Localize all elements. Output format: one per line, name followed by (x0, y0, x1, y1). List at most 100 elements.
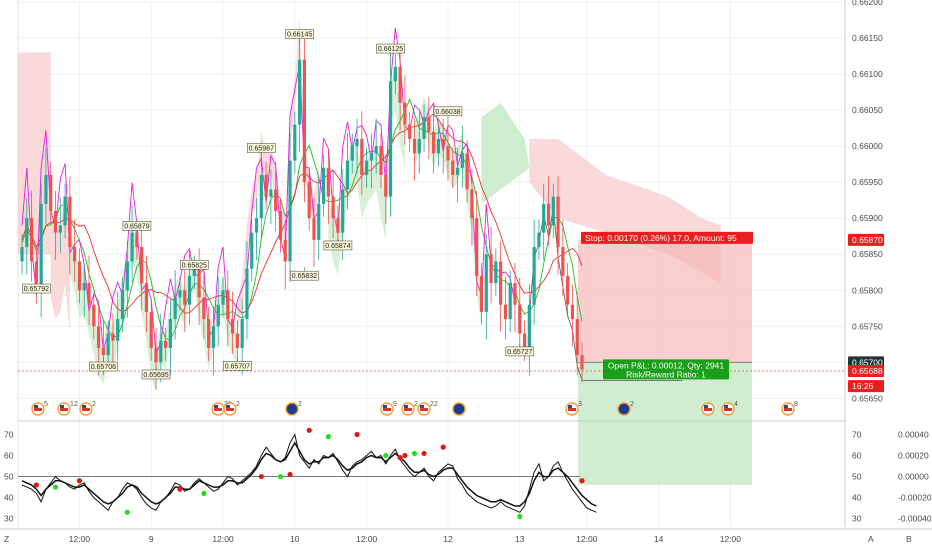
candle-body (226, 290, 230, 320)
event-marker[interactable]: 12 (57, 401, 78, 416)
swing-label-text: 0.65792 (24, 286, 49, 293)
time-tick: 12:00 (576, 534, 598, 544)
candle-body (532, 247, 536, 305)
osc-tick-right: 40 (852, 493, 862, 503)
candle-body (250, 232, 254, 269)
swing-label-bg (290, 270, 319, 281)
candle-body (470, 189, 474, 219)
time-tick: 12 (443, 534, 453, 544)
candle-body (173, 297, 177, 320)
price-tick: 0.65950 (852, 177, 883, 187)
candle-body (537, 232, 541, 248)
event-marker[interactable]: 2 (285, 401, 302, 416)
line-red (21, 113, 583, 314)
event-marker[interactable] (701, 402, 715, 416)
time-axis[interactable]: 12:00 9 12:00 10 12:00 12 13 12:00 14 12:00 Z A B (4, 534, 912, 544)
candle-body (116, 319, 120, 341)
line-gray (529, 207, 683, 381)
flag-stripe (568, 408, 576, 411)
osc-dot-red (421, 450, 427, 457)
osc-tick-left: 30 (4, 514, 14, 524)
swing-label: 0.65706 (89, 358, 118, 372)
candle-body (326, 167, 330, 197)
candle-body (321, 167, 326, 204)
event-marker[interactable]: 4 (721, 401, 738, 416)
swing-label-text: 0.65825 (182, 262, 207, 269)
swing-label-bg (376, 43, 405, 54)
swing-label-text: 0.66125 (378, 46, 403, 53)
candle-body (312, 218, 316, 240)
event-count: 22 (430, 401, 438, 408)
flag-canton (420, 405, 424, 408)
osc-dot-red (402, 452, 408, 459)
candle-body (360, 138, 364, 175)
candle-body (53, 211, 58, 233)
event-marker[interactable]: 8 (781, 401, 798, 416)
price-axis[interactable]: 0.66200 0.66150 0.66100 0.66050 0.66000 0.659… (848, 0, 884, 403)
candle-body (374, 146, 378, 154)
candle-body (475, 218, 479, 276)
stop-loss-zone (578, 239, 752, 363)
candle-body (207, 319, 211, 348)
cloud-green (481, 102, 530, 204)
nz-flag-icon (617, 402, 631, 416)
time-tick: 12:00 (356, 534, 378, 544)
swing-label-text: 0.66038 (435, 109, 460, 116)
candle-body (230, 319, 235, 334)
event-marker[interactable] (452, 402, 466, 416)
candle-body (25, 218, 29, 248)
pnl-label-line2: Risk/Reward Ratio: 1 (626, 369, 706, 379)
candle-body (68, 196, 72, 248)
candle-body (451, 160, 455, 175)
event-count: 2 (92, 401, 96, 408)
candle-body (187, 275, 192, 305)
flag-canton (82, 405, 86, 408)
flag-stripe (404, 408, 412, 411)
osc-dot-green (517, 513, 523, 520)
flag-stripe (704, 408, 712, 411)
swing-label-text: 0.65987 (249, 146, 274, 153)
candle-body (245, 268, 249, 320)
time-tick: 14 (654, 534, 664, 544)
osc-dot-red (306, 427, 312, 433)
price-label: 16:26 (852, 381, 874, 391)
event-marker[interactable]: 2 (79, 401, 96, 416)
event-marker[interactable]: 9 (380, 401, 397, 416)
line-green (21, 98, 583, 341)
candle-body (197, 268, 201, 298)
candle-body (551, 196, 555, 226)
osc-line-fast (21, 433, 597, 513)
candle-body (302, 59, 306, 183)
swing-label-text: 0.65727 (507, 349, 532, 356)
swing-label: 0.65832 (290, 267, 319, 281)
flag-canton (704, 405, 708, 408)
event-count: 8 (794, 401, 798, 408)
candle-body (240, 319, 244, 348)
candle-body (274, 189, 278, 211)
candle-body (149, 311, 153, 348)
swing-label-bg (141, 369, 171, 380)
osc-tick-right2: 0.00020 (898, 451, 929, 461)
osc-dot-green (411, 450, 418, 457)
event-marker[interactable]: 5 (31, 401, 48, 416)
flag-canton (404, 405, 408, 408)
osc-tick-right2: 0.00040 (898, 430, 929, 440)
candle-body (92, 304, 96, 327)
event-marker[interactable]: 2 (401, 401, 418, 416)
event-marker[interactable]: 2 (617, 401, 634, 416)
osc-dot-red (354, 431, 360, 438)
candle-body (34, 261, 38, 291)
trade-position-box[interactable]: Stop: 0.00170 (0.26%) 17.0, Amount: 95 Op… (18, 231, 845, 485)
event-marker[interactable]: 3 (565, 401, 582, 416)
event-markers[interactable]: 5122312292223248 (31, 401, 798, 416)
candle-body (307, 182, 311, 219)
candle-body (508, 283, 512, 320)
candle-body (331, 196, 335, 219)
flag-canton (784, 405, 788, 408)
candle-body (398, 66, 402, 103)
event-marker[interactable]: 2 (223, 401, 240, 416)
flag-stripe (82, 408, 90, 411)
osc-dot-red (440, 444, 446, 450)
event-marker[interactable]: 22 (417, 401, 438, 416)
